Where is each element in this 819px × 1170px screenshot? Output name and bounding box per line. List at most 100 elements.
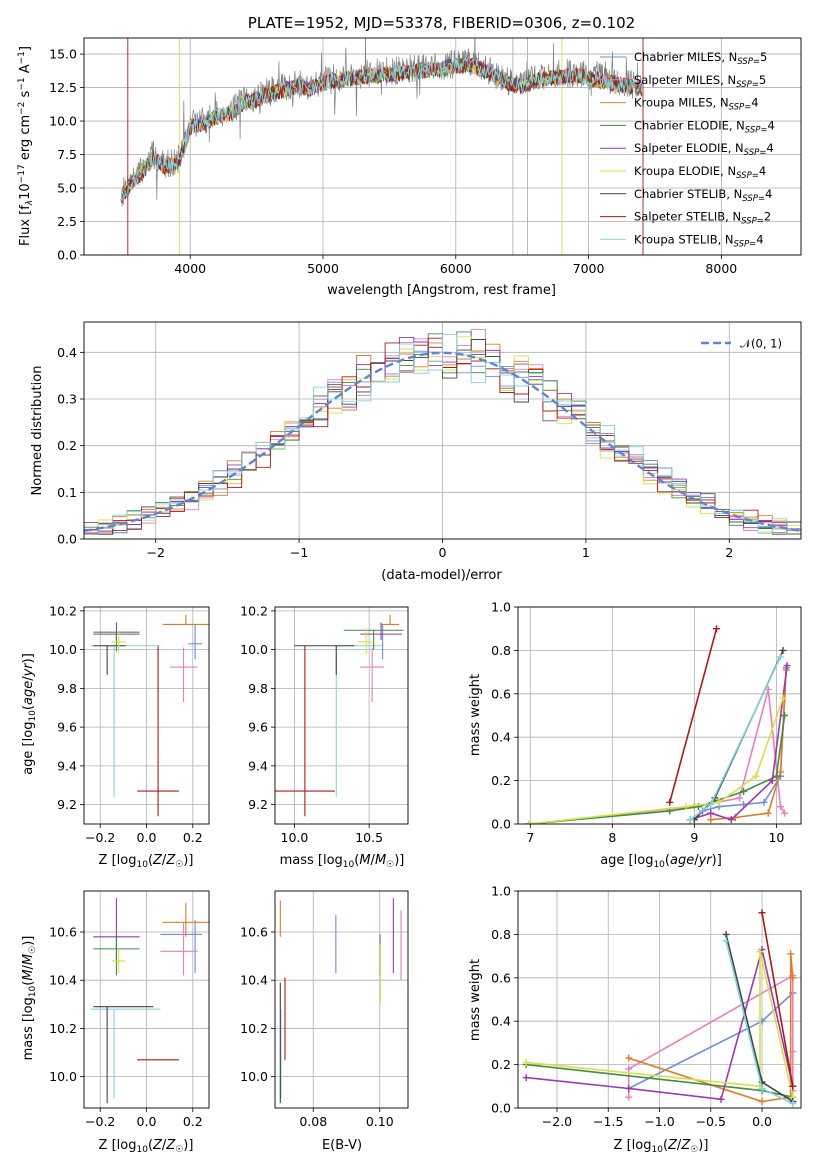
weight-vs-z-series-marker bbox=[522, 1058, 530, 1066]
spectrum-ytick-label: 2.5 bbox=[57, 214, 77, 229]
spectrum-ylabel-part: −17 bbox=[17, 164, 27, 183]
mass-vs-ebv-ytick-label: 10.6 bbox=[240, 924, 268, 939]
spectrum-legend-entry: Chabrier STELIB, NSSP=4 bbox=[600, 187, 772, 204]
spectrum-legend-ssp: SSP= bbox=[736, 80, 759, 90]
spectrum-frame bbox=[83, 37, 802, 256]
weight-vs-z-series-marker bbox=[789, 1082, 797, 1090]
weight-vs-age-series-marker bbox=[713, 625, 721, 633]
age-vs-z-errorbar-point bbox=[188, 624, 203, 660]
weight-vs-z-ytick-label: 0.8 bbox=[491, 927, 511, 942]
weight-vs-age-series-marker bbox=[707, 800, 715, 808]
weight-vs-age-xtick-label: 10 bbox=[768, 830, 784, 845]
weight-vs-age-series-marker bbox=[525, 820, 533, 824]
spectrum-legend-entry: Kroupa MILES, NSSP=4 bbox=[600, 96, 759, 113]
weight-vs-age-series-marker bbox=[707, 816, 715, 824]
spectrum-legend-nssp: 5 bbox=[759, 73, 766, 87]
mass-vs-z-yticks: 10.0 10.2 10.4 10.6 bbox=[49, 924, 84, 1084]
spectrum-legend-entry: Salpeter STELIB, NSSP=2 bbox=[600, 210, 771, 227]
spectrum-xtick-label: 7000 bbox=[573, 261, 605, 276]
residuals-xtick-label: 1 bbox=[582, 545, 590, 560]
spectrum-ylabel-part: 10 bbox=[18, 183, 33, 200]
weight-vs-age-frame bbox=[517, 606, 802, 825]
spectrum-legend-entry: Kroupa STELIB, NSSP=4 bbox=[600, 232, 764, 249]
residuals-panel: −2 −1 0 1 2 0.0 0.1 0.2 0.3 0.4 (data-model)/err… bbox=[30, 321, 802, 583]
weight-vs-z-series bbox=[522, 909, 797, 1108]
spectrum-ylabel-part: Flux [f bbox=[18, 205, 33, 246]
spectrum-ylabel-part: ] bbox=[18, 46, 33, 51]
weight-vs-age-series-marker bbox=[740, 800, 748, 808]
spectrum-legend-entry: Kroupa ELODIE, NSSP=4 bbox=[600, 164, 766, 181]
weight-vs-age-series-marker bbox=[764, 809, 772, 817]
spectrum-legend-name: Chabrier ELODIE, N bbox=[634, 118, 745, 132]
weight-vs-age-series-marker bbox=[779, 646, 787, 654]
weight-vs-z-ytick-label: 0.2 bbox=[491, 1057, 511, 1072]
spectrum-legend-nssp: 4 bbox=[765, 187, 772, 201]
mass-vs-ebv-ytick-label: 10.0 bbox=[240, 1069, 268, 1084]
spectrum-legend-name: Salpeter ELODIE, N bbox=[634, 141, 744, 155]
mass-vs-z-ytick-label: 10.2 bbox=[49, 1021, 77, 1036]
weight-vs-age-series-marker bbox=[760, 798, 768, 806]
age-vs-mass-panel: 10.0 10.5 9.2 9.4 9.6 9.8 10.0 10.2 mass [log1… bbox=[240, 603, 409, 870]
age-vs-mass-xticks: 10.0 10.5 bbox=[281, 824, 383, 845]
age-vs-mass-series bbox=[275, 614, 404, 817]
spectrum-ylabel-part: −1 bbox=[17, 77, 27, 90]
weight-vs-age-series-line bbox=[528, 715, 786, 824]
mass-vs-ebv-xticks: 0.08 0.10 bbox=[299, 1108, 394, 1129]
mass-vs-z-ytick-label: 10.4 bbox=[49, 973, 77, 988]
spectrum-legend-ssp: SSP= bbox=[729, 103, 752, 113]
weight-vs-z-xtick-label: 0.0 bbox=[752, 1114, 772, 1129]
spectrum-legend-nssp: 4 bbox=[768, 118, 775, 132]
spectrum-ylabel-part: A bbox=[18, 64, 33, 77]
age-vs-z-grid bbox=[84, 607, 209, 824]
weight-vs-age-axes-frame bbox=[517, 606, 802, 825]
mass-vs-ebv-xlabel: E(B-V) bbox=[322, 1138, 362, 1153]
weight-vs-age-xtick-label: 7 bbox=[526, 830, 534, 845]
weight-vs-z-series-marker bbox=[625, 1054, 633, 1062]
weight-vs-z-series-marker bbox=[522, 1074, 530, 1082]
mass-vs-ebv-ytick-label: 10.2 bbox=[240, 1021, 268, 1036]
spectrum-xlabel: wavelength [Angstrom, rest frame] bbox=[327, 283, 556, 298]
mass-vs-ebv-grid bbox=[275, 891, 408, 1108]
age-vs-z-ytick-label: 10.2 bbox=[49, 603, 77, 618]
weight-vs-z-xtick-label: −0.5 bbox=[696, 1114, 726, 1129]
spectrum-legend-ssp: SSP= bbox=[737, 57, 760, 67]
weight-vs-age-series-line bbox=[669, 628, 718, 803]
age-vs-mass-errorbar-point bbox=[294, 645, 355, 675]
weight-vs-age-series-marker bbox=[768, 777, 776, 785]
mass-vs-z-xtick-label: −0.2 bbox=[85, 1114, 115, 1129]
age-vs-mass-errorbar-point bbox=[360, 647, 385, 702]
spectrum-legend-nssp: 4 bbox=[766, 141, 773, 155]
weight-vs-age-series-marker bbox=[781, 712, 789, 719]
spectrum-legend-name: Kroupa STELIB, N bbox=[634, 232, 734, 246]
weight-vs-z-ytick-label: 0.0 bbox=[491, 1101, 511, 1116]
spectrum-legend-name: Kroupa MILES, N bbox=[634, 96, 729, 110]
weight-vs-age-series-marker bbox=[715, 798, 723, 806]
spectrum-ytick-label: 7.5 bbox=[57, 147, 77, 162]
mass-vs-z-ytick-label: 10.0 bbox=[49, 1069, 77, 1084]
age-vs-mass-ytick-label: 9.8 bbox=[248, 681, 268, 696]
weight-vs-age-series-marker bbox=[686, 816, 694, 824]
weight-vs-age-ytick-label: 0.2 bbox=[491, 773, 511, 788]
mass-vs-ebv-xtick-label: 0.08 bbox=[299, 1114, 327, 1129]
spectrum-xticks: 4000 5000 6000 7000 8000 bbox=[174, 255, 737, 276]
weight-vs-age-xtick-label: 8 bbox=[608, 830, 616, 845]
residuals-xtick-label: −1 bbox=[290, 545, 308, 560]
weight-vs-age-series-marker bbox=[707, 809, 715, 817]
spectrum-legend-ssp: SSP= bbox=[736, 171, 759, 181]
age-vs-mass-ytick-label: 9.4 bbox=[248, 758, 268, 773]
weight-vs-z-series-marker bbox=[625, 1084, 633, 1092]
weight-vs-age-series-marker bbox=[682, 803, 690, 811]
weight-vs-z-series-marker bbox=[758, 1084, 766, 1092]
age-vs-mass-xtick-label: 10.5 bbox=[355, 830, 383, 845]
spectrum-legend-label: Chabrier ELODIE, NSSP=4 bbox=[634, 118, 775, 135]
age-vs-mass-errorbar-point bbox=[343, 629, 404, 650]
spectrum-legend-ssp: SSP= bbox=[744, 148, 767, 158]
age-vs-mass-ytick-label: 9.2 bbox=[248, 797, 268, 812]
residuals-series bbox=[84, 328, 801, 539]
spectrum-legend-name: Salpeter STELIB, N bbox=[634, 210, 741, 224]
weight-vs-age-yticks: 0.0 0.2 0.4 0.6 0.8 1.0 bbox=[491, 600, 518, 832]
weight-vs-z-series-marker bbox=[722, 930, 730, 938]
weight-vs-age-series-marker bbox=[776, 768, 784, 776]
